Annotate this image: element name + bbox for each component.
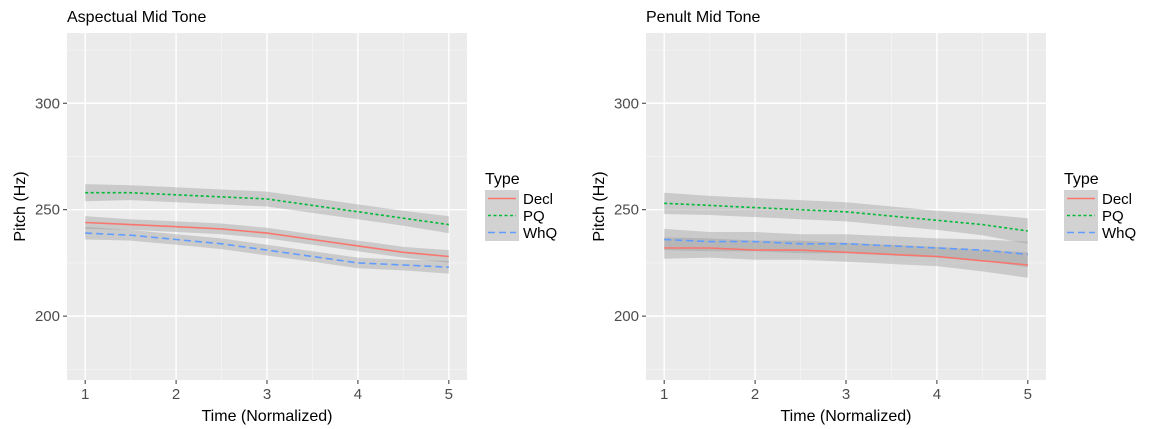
series-line-decl <box>85 221 449 258</box>
series-line-pq <box>85 191 449 226</box>
series-line-whq <box>664 238 1028 256</box>
chart-panel-1: 1 2 3 4 5 200 250 300 Aspectual Mid Tone Time (No… <box>12 9 557 425</box>
ribbon-pq <box>85 184 449 234</box>
y-tick-label: 250 <box>614 202 639 219</box>
x-tick-label: 1 <box>81 386 89 403</box>
legend-label-decl: Decl <box>523 191 553 208</box>
ribbon-decl <box>664 237 1028 278</box>
ribbon-decl <box>85 216 449 263</box>
x-tick-label: 4 <box>354 386 362 403</box>
chart-title: Aspectual Mid Tone <box>67 9 206 26</box>
x-axis-title: Time (Normalized) <box>202 408 333 425</box>
legend-label-whq: WhQ <box>1102 225 1136 242</box>
x-tick-label: 2 <box>172 386 180 403</box>
x-tick-label: 3 <box>842 386 850 403</box>
ribbon-pq <box>664 192 1028 244</box>
y-tick-label: 200 <box>614 308 639 325</box>
x-axis-title: Time (Normalized) <box>781 408 912 425</box>
y-tick-label: 200 <box>35 308 60 325</box>
y-tick-label: 300 <box>35 95 60 112</box>
ribbon-whq <box>664 228 1028 268</box>
x-tick-label: 5 <box>1024 386 1032 403</box>
chart-panel-2: 1 2 3 4 5 200 250 300 Penult Mid Tone Time (Norma… <box>591 9 1136 425</box>
grid <box>646 33 1046 380</box>
x-tick-label: 5 <box>445 386 453 403</box>
y-axis-title: Pitch (Hz) <box>12 171 29 241</box>
y-tick-label: 250 <box>35 202 60 219</box>
y-axis-title: Pitch (Hz) <box>591 171 608 241</box>
legend-title: Type <box>1064 171 1099 188</box>
grid <box>67 33 467 380</box>
series-line-pq <box>664 202 1028 232</box>
x-tick-label: 4 <box>933 386 941 403</box>
series-line-whq <box>85 232 449 268</box>
x-tick-label: 1 <box>660 386 668 403</box>
series-line-decl <box>664 247 1028 266</box>
x-tick-label: 3 <box>263 386 271 403</box>
x-tick-label: 2 <box>751 386 759 403</box>
legend-label-pq: PQ <box>523 208 545 225</box>
chart-title: Penult Mid Tone <box>646 9 761 26</box>
legend-label-whq: WhQ <box>523 225 557 242</box>
legend-label-pq: PQ <box>1102 208 1124 225</box>
legend-title: Type <box>485 171 520 188</box>
legend-label-decl: Decl <box>1102 191 1132 208</box>
y-tick-label: 300 <box>614 95 639 112</box>
